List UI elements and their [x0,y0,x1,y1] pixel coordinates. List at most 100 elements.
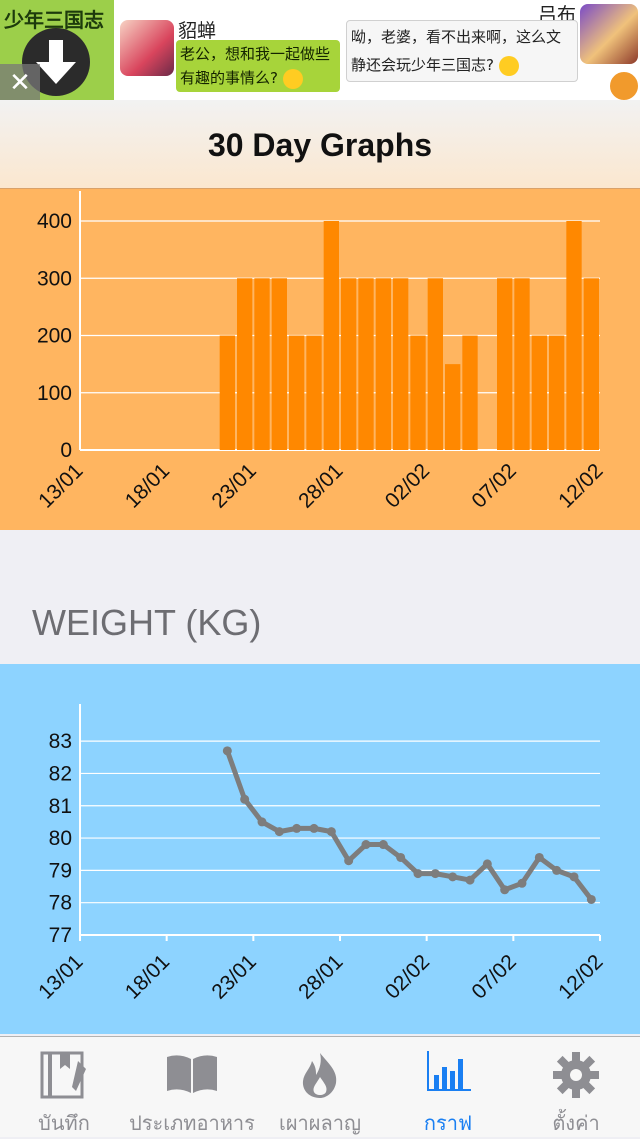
bar-chart-icon [427,1051,471,1091]
data-point [274,827,284,837]
bar [549,335,565,450]
x-tick-label: 13/01 [34,950,87,1003]
x-tick-label: 18/01 [121,950,174,1003]
x-tick-label: 28/01 [294,459,347,512]
tab-graphs[interactable]: กราฟ [384,1037,512,1137]
ad-speech-bubble-1: 老公，想和我一起做些有趣的事情么? [176,40,340,92]
bar [219,335,235,450]
close-ad-icon[interactable]: ✕ [0,64,40,100]
x-tick-label: 23/01 [207,459,260,512]
tab-diary[interactable]: บันทึก [0,1037,128,1137]
bar [497,278,513,450]
line-chart: 77 78 79 80 81 82 83 13/01 18/01 23/01 28/01 02/02 0… [34,704,608,1004]
smiley-icon [498,55,519,76]
bar [410,335,426,450]
tab-label-burn: เผาผลาญ [278,1111,362,1135]
bar [323,221,339,450]
x-tick-label: 23/01 [207,950,260,1003]
bar [427,278,443,450]
bar [289,335,305,450]
tab-label-diary: บันทึก [38,1111,90,1135]
tab-label-food-types: ประเภทอาหาร [129,1111,255,1135]
ad-banner[interactable]: 少年三国志 ✕ 貂蝉 老公，想和我一起做些有趣的事情么? 吕布 呦，老婆，看不出… [0,0,640,100]
x-tick-label: 07/02 [467,459,520,512]
bar [271,278,287,450]
data-point [586,894,596,904]
flame-icon [302,1053,337,1098]
data-point [257,817,267,827]
smiley-icon [282,68,303,89]
data-point [378,840,388,850]
x-tick-label: 07/02 [467,950,520,1003]
y-tick-label: 300 [37,267,72,290]
navigation-bar: 30 Day Graphs [0,100,640,189]
y-tick-label: 0 [60,439,72,462]
data-point [413,869,423,879]
bar [306,335,322,450]
x-tick-label: 12/02 [554,950,607,1003]
y-tick-label: 100 [37,382,72,405]
y-tick-label: 81 [49,795,72,818]
data-point [569,872,579,882]
bar [341,278,357,450]
y-tick-label: 78 [49,892,72,915]
ad-character-avatar-1 [120,20,174,76]
data-point [309,823,319,833]
x-tick-label: 13/01 [34,459,87,512]
data-point [465,875,475,885]
data-point [517,878,527,888]
page-title: 30 Day Graphs [207,127,433,163]
x-tick-label: 02/02 [381,459,434,512]
gear-icon [553,1052,599,1098]
ad-speech-bubble-2: 呦，老婆，看不出来啊，这么文静还会玩少年三国志? [346,20,578,82]
ad-info-icon[interactable] [608,70,640,100]
y-tick-label: 77 [49,924,72,947]
y-tick-label: 200 [37,325,72,348]
ad-speech-text-2: 呦，老婆，看不出来啊，这么文静还会玩少年三国志? [351,28,562,74]
tab-food-types[interactable]: ประเภทอาหาร [128,1037,256,1137]
x-tick-label: 02/02 [381,950,434,1003]
tab-settings[interactable]: ตั้งค่า [512,1037,640,1137]
bar [254,278,270,450]
y-tick-label: 79 [49,859,72,882]
bar [358,278,374,450]
tab-label-graphs: กราฟ [423,1111,473,1135]
x-tick-label: 28/01 [294,950,347,1003]
diary-icon [40,1051,86,1099]
ad-speech-text-1: 老公，想和我一起做些有趣的事情么? [180,45,331,87]
data-point [344,856,354,866]
ad-character-avatar-2 [580,4,638,64]
y-tick-label: 83 [49,730,72,753]
tab-bar: บันทึก ประเภทอาหาร เผาผลาญ กราฟ [0,1036,640,1137]
data-point [482,859,492,869]
bar-chart: 0 100 200 300 400 13/01 18/01 23/01 28/01 02/02 07… [34,191,608,513]
data-point [361,840,371,850]
data-point [222,746,232,756]
series-line [224,750,594,901]
weight-section-title: WEIGHT (KG) [32,602,262,643]
data-point [396,852,406,862]
bar [462,335,478,450]
y-tick-label: 400 [37,210,72,233]
bar [566,221,582,450]
x-tick-label: 12/02 [554,459,607,512]
calorie-bar-chart-panel: 0 100 200 300 400 13/01 18/01 23/01 28/01 02/02 07… [0,189,640,530]
bar [583,278,599,450]
data-point [552,865,562,875]
bar [393,278,409,450]
y-tick-label: 80 [49,827,72,850]
data-point [430,869,440,879]
data-point [292,823,302,833]
tab-burn[interactable]: เผาผลาญ [256,1037,384,1137]
data-point [326,827,336,837]
x-tick-label: 18/01 [121,459,174,512]
weight-line-chart-panel: 77 78 79 80 81 82 83 13/01 18/01 23/01 28/01 02/02 0… [0,664,640,1034]
tab-label-settings: ตั้งค่า [552,1111,600,1135]
bar [375,278,391,450]
y-tick-label: 82 [49,762,72,785]
data-point [500,885,510,895]
bar [514,278,530,450]
bar [445,364,461,450]
data-point [534,852,544,862]
data-point [448,872,458,882]
